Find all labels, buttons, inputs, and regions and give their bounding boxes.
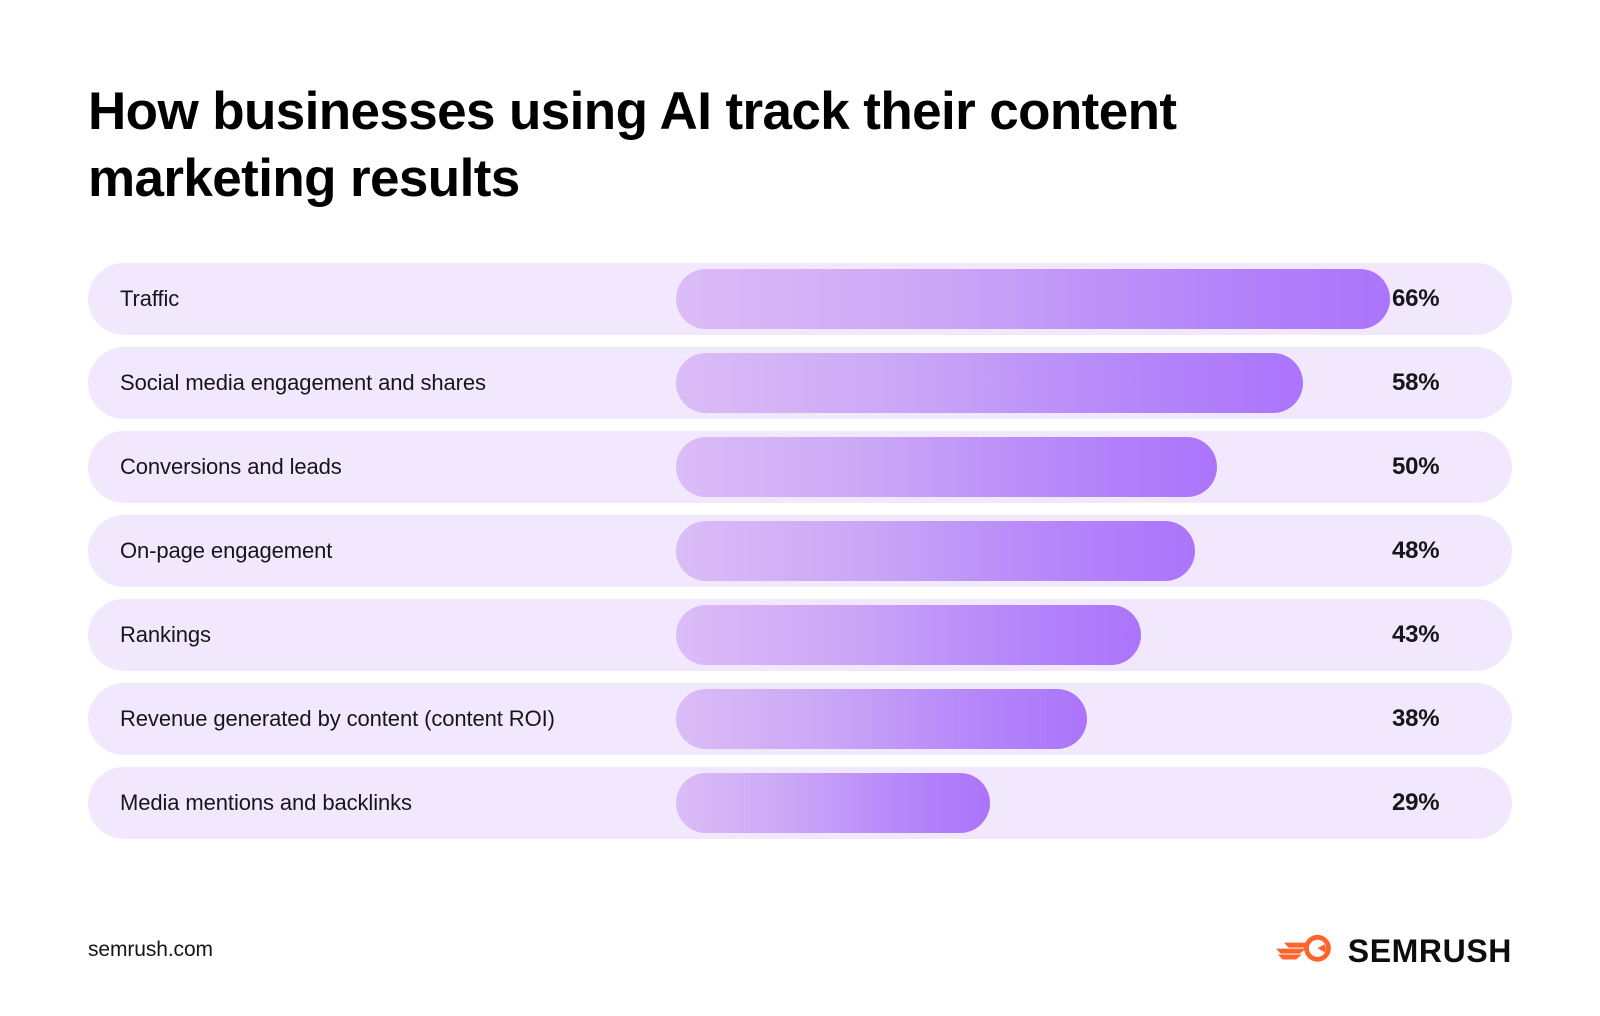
chart-row-value: 66%: [1392, 285, 1440, 312]
chart-bar: [676, 605, 1142, 665]
chart-row-value: 43%: [1392, 621, 1440, 648]
chart-bar-track: 50%: [676, 431, 1512, 503]
chart-bar-track: 58%: [676, 347, 1512, 419]
chart-bar: [676, 521, 1196, 581]
chart-bar-track: 48%: [676, 515, 1512, 587]
chart-bar: [676, 353, 1304, 413]
chart-row-label: Social media engagement and shares: [120, 370, 486, 395]
chart-row-value: 29%: [1392, 789, 1440, 816]
chart-bar-track: 38%: [676, 683, 1512, 755]
chart-bar-track: 43%: [676, 599, 1512, 671]
chart-bar: [676, 773, 990, 833]
chart-row: Social media engagement and shares 58%: [88, 347, 1512, 419]
chart-row-value: 50%: [1392, 453, 1440, 480]
chart-row: On-page engagement 48%: [88, 515, 1512, 587]
chart-bar-track: 66%: [676, 263, 1512, 335]
horizontal-bar-chart: Traffic 66% Social media engagement and sh…: [88, 263, 1512, 839]
chart-row-value: 38%: [1392, 705, 1440, 732]
chart-row-label: Traffic: [120, 286, 180, 311]
chart-row: Rankings 43%: [88, 599, 1512, 671]
chart-row-label: On-page engagement: [120, 538, 333, 563]
chart-row: Traffic 66%: [88, 263, 1512, 335]
chart-bar-track: 29%: [676, 767, 1512, 839]
chart-row: Conversions and leads 50%: [88, 431, 1512, 503]
chart-bar: [676, 269, 1390, 329]
footer-url: semrush.com: [88, 938, 213, 961]
chart-row-label: Revenue generated by content (content RO…: [120, 706, 555, 731]
semrush-comet-icon: [1275, 932, 1334, 969]
chart-bar: [676, 689, 1088, 749]
semrush-wordmark: SEMRUSH: [1347, 932, 1512, 969]
chart-row-label: Conversions and leads: [120, 454, 342, 479]
chart-row: Revenue generated by content (content RO…: [88, 683, 1512, 755]
chart-row-label: Rankings: [120, 622, 211, 647]
chart-row-label: Media mentions and backlinks: [120, 790, 412, 815]
semrush-logo: SEMRUSH: [1275, 932, 1512, 969]
chart-row-value: 58%: [1392, 369, 1440, 396]
chart-bar: [676, 437, 1217, 497]
chart-row: Media mentions and backlinks 29%: [88, 767, 1512, 839]
chart-row-value: 48%: [1392, 537, 1440, 564]
page-title: How businesses using AI track their cont…: [88, 82, 1177, 208]
